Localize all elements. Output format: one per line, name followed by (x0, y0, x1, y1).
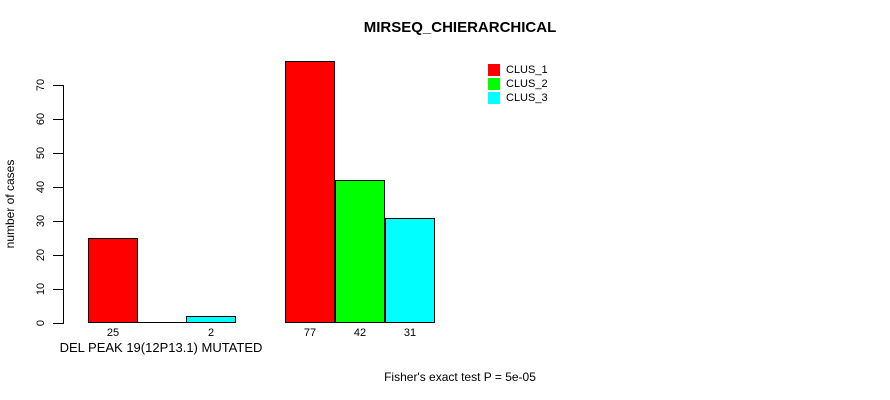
bar-clus-2-group1-zero (138, 322, 186, 323)
y-axis-tick (53, 187, 63, 188)
chart-title: MIRSEQ_CHIERARCHICAL (363, 19, 557, 36)
bar-value-label: 31 (403, 327, 417, 339)
legend-label: CLUS_3 (506, 91, 548, 104)
bar-value-label: 77 (303, 327, 317, 339)
legend: CLUS_1 CLUS_2 CLUS_3 (488, 63, 548, 105)
y-axis-tick (53, 85, 63, 86)
bar-clus-3-group2 (385, 218, 435, 323)
legend-item-clus-2: CLUS_2 (488, 77, 548, 90)
legend-swatch-clus-1 (488, 63, 500, 76)
y-axis-tick (53, 119, 63, 120)
legend-label: CLUS_1 (506, 63, 548, 76)
bar-clus-1-group1 (88, 238, 138, 323)
bar-value-label: 42 (353, 327, 367, 339)
legend-item-clus-3: CLUS_3 (488, 91, 548, 104)
y-axis-tick (53, 153, 63, 154)
y-axis-tick (53, 323, 63, 324)
y-axis-tick (53, 289, 63, 290)
legend-label: CLUS_2 (506, 77, 548, 90)
bar-clus-2-group2 (335, 180, 385, 323)
y-axis-tick (53, 221, 63, 222)
bar-value-label: 2 (207, 327, 215, 339)
legend-swatch-clus-2 (488, 77, 500, 90)
y-axis-tick (53, 255, 63, 256)
bar-clus-3-group1 (186, 316, 236, 323)
fisher-test-footnote: Fisher's exact test P = 5e-05 (384, 370, 536, 384)
bar-value-label: 25 (106, 327, 120, 339)
y-axis-line (63, 85, 64, 324)
x-axis-group-label: DEL PEAK 19(12P13.1) MUTATED (59, 340, 263, 355)
legend-swatch-clus-3 (488, 91, 500, 104)
legend-item-clus-1: CLUS_1 (488, 63, 548, 76)
bar-clus-1-group2 (285, 61, 335, 323)
